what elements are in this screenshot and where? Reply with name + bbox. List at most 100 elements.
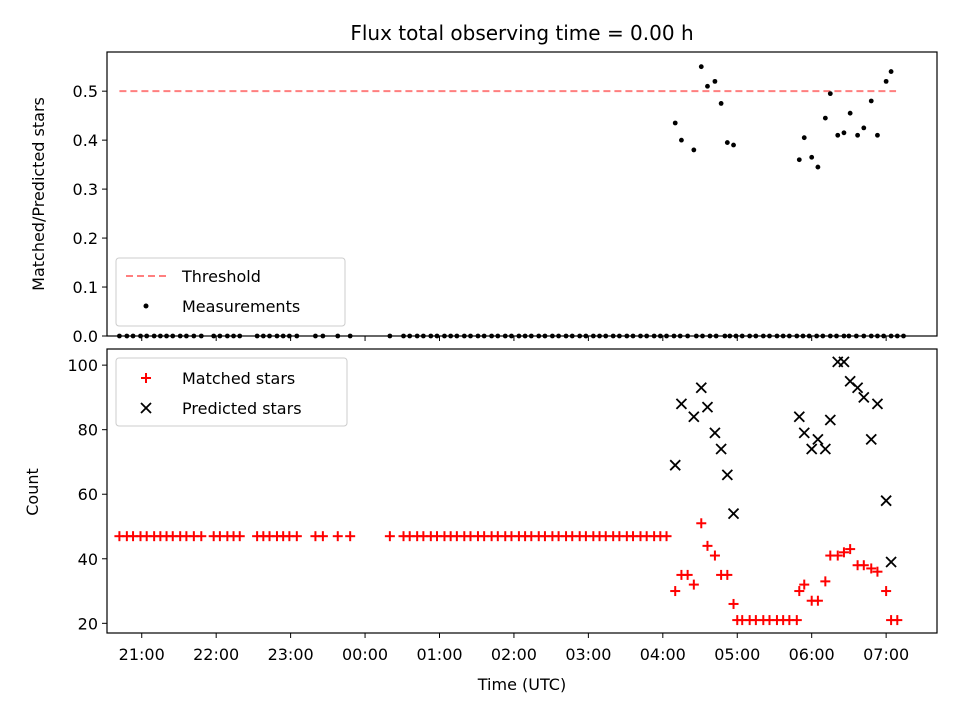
measurement-point: [875, 333, 880, 339]
predicted-star-point: [798, 427, 810, 439]
x-tick-label: 05:00: [714, 645, 760, 664]
measurement-point: [294, 333, 300, 339]
measurement-point: [502, 333, 508, 339]
x-tick-label: 22:00: [193, 645, 239, 664]
predicted-star-point: [865, 433, 877, 446]
measurement-point: [130, 333, 136, 339]
measurement-point: [841, 333, 847, 339]
measurement-point: [767, 333, 772, 339]
measurement-point: [231, 333, 236, 339]
x-tick-label: 07:00: [863, 645, 909, 664]
measurement-point: [522, 333, 528, 339]
measurement-point: [224, 333, 230, 339]
measurement-point: [184, 333, 189, 339]
bottom-y-axis-label: Count: [23, 468, 42, 516]
x-tick-label: 21:00: [119, 645, 165, 664]
measurement-point: [806, 333, 812, 339]
measurement-point: [549, 333, 555, 339]
matched-star-point: [317, 531, 328, 542]
measurement-point: [177, 333, 183, 339]
predicted-star-point: [709, 427, 721, 439]
measurement-point: [814, 333, 820, 339]
measurement-point: [815, 164, 821, 170]
matched-star-point: [838, 547, 849, 558]
bottom-y-tick-label: 100: [67, 356, 98, 375]
measurement-point: [901, 333, 906, 339]
measurement-point: [707, 333, 713, 339]
measurement-point: [211, 333, 217, 339]
predicted-star-point: [727, 507, 740, 520]
measurement-point: [117, 333, 122, 339]
predicted-star-point: [701, 401, 714, 413]
bottom-y-tick-label: 80: [78, 421, 98, 440]
predicted-star-point: [688, 411, 700, 423]
matched-star-point: [688, 579, 699, 590]
matched-star-point: [812, 595, 823, 606]
measurement-point: [428, 333, 434, 339]
measurement-point: [638, 333, 643, 339]
measurement-point: [461, 333, 467, 339]
matched-star-point: [661, 531, 672, 542]
bottom-y-tick-label: 20: [78, 614, 98, 633]
legend-predicted-marker: [140, 402, 152, 414]
top-y-axis-label: Matched/Predicted stars: [29, 97, 48, 291]
matched-star-point: [872, 566, 883, 577]
measurement-point: [883, 78, 889, 84]
predicted-star-point: [880, 495, 892, 507]
measurement-point: [801, 135, 807, 141]
measurement-point: [679, 137, 684, 143]
matched-star-point: [799, 579, 810, 590]
x-axis-label: Time (UTC): [477, 675, 566, 694]
matched-star-point: [702, 540, 713, 551]
measurement-point: [722, 333, 728, 339]
top-y-tick-label: 0.2: [73, 229, 98, 248]
measurement-point: [434, 333, 440, 339]
measurement-point: [705, 83, 710, 89]
measurement-point: [827, 333, 833, 339]
top-y-tick-label: 0.3: [73, 180, 98, 199]
legend-predicted-label: Predicted stars: [182, 399, 302, 418]
measurement-point: [313, 333, 318, 339]
measurement-point: [237, 333, 243, 339]
matched-star-point: [728, 598, 739, 609]
matched-star-point: [332, 531, 343, 542]
top-legend: Threshold Measurements: [115, 257, 346, 327]
measurement-point: [747, 333, 753, 339]
predicted-star-point: [793, 411, 805, 423]
measurement-point: [414, 333, 420, 339]
measurement-point: [677, 333, 683, 339]
x-tick-label: 23:00: [268, 645, 314, 664]
legend-threshold-label: Threshold: [181, 267, 261, 286]
x-tick-label: 04:00: [640, 645, 686, 664]
matched-star-point: [866, 563, 877, 574]
measurement-point: [868, 333, 874, 339]
measurement-point: [820, 333, 826, 339]
measurement-point: [630, 333, 636, 339]
bottom-plot-marks: [114, 356, 903, 626]
measurement-point: [577, 333, 583, 339]
measurement-point: [320, 333, 326, 339]
chart-title: Flux total observing time = 0.00 h: [350, 21, 693, 45]
measurement-point: [700, 333, 705, 339]
measurement-point: [868, 98, 874, 104]
measurement-point: [217, 333, 223, 339]
measurement-point: [509, 333, 514, 339]
measurement-point: [875, 132, 880, 138]
predicted-star-point: [812, 433, 824, 446]
measurement-point: [796, 157, 802, 163]
measurement-point: [794, 333, 800, 339]
measurement-point: [191, 333, 197, 339]
measurement-point: [657, 333, 663, 339]
measurement-point: [260, 333, 266, 339]
matched-star-point: [682, 569, 693, 580]
matched-star-point: [722, 569, 733, 580]
measurement-point: [822, 115, 828, 121]
predicted-star-point: [885, 556, 897, 568]
measurement-point: [685, 333, 691, 339]
measurement-point: [401, 333, 406, 339]
predicted-star-point: [806, 443, 818, 455]
matched-star-point: [384, 531, 395, 542]
predicted-star-point: [824, 414, 836, 426]
matched-star-point: [881, 586, 892, 597]
